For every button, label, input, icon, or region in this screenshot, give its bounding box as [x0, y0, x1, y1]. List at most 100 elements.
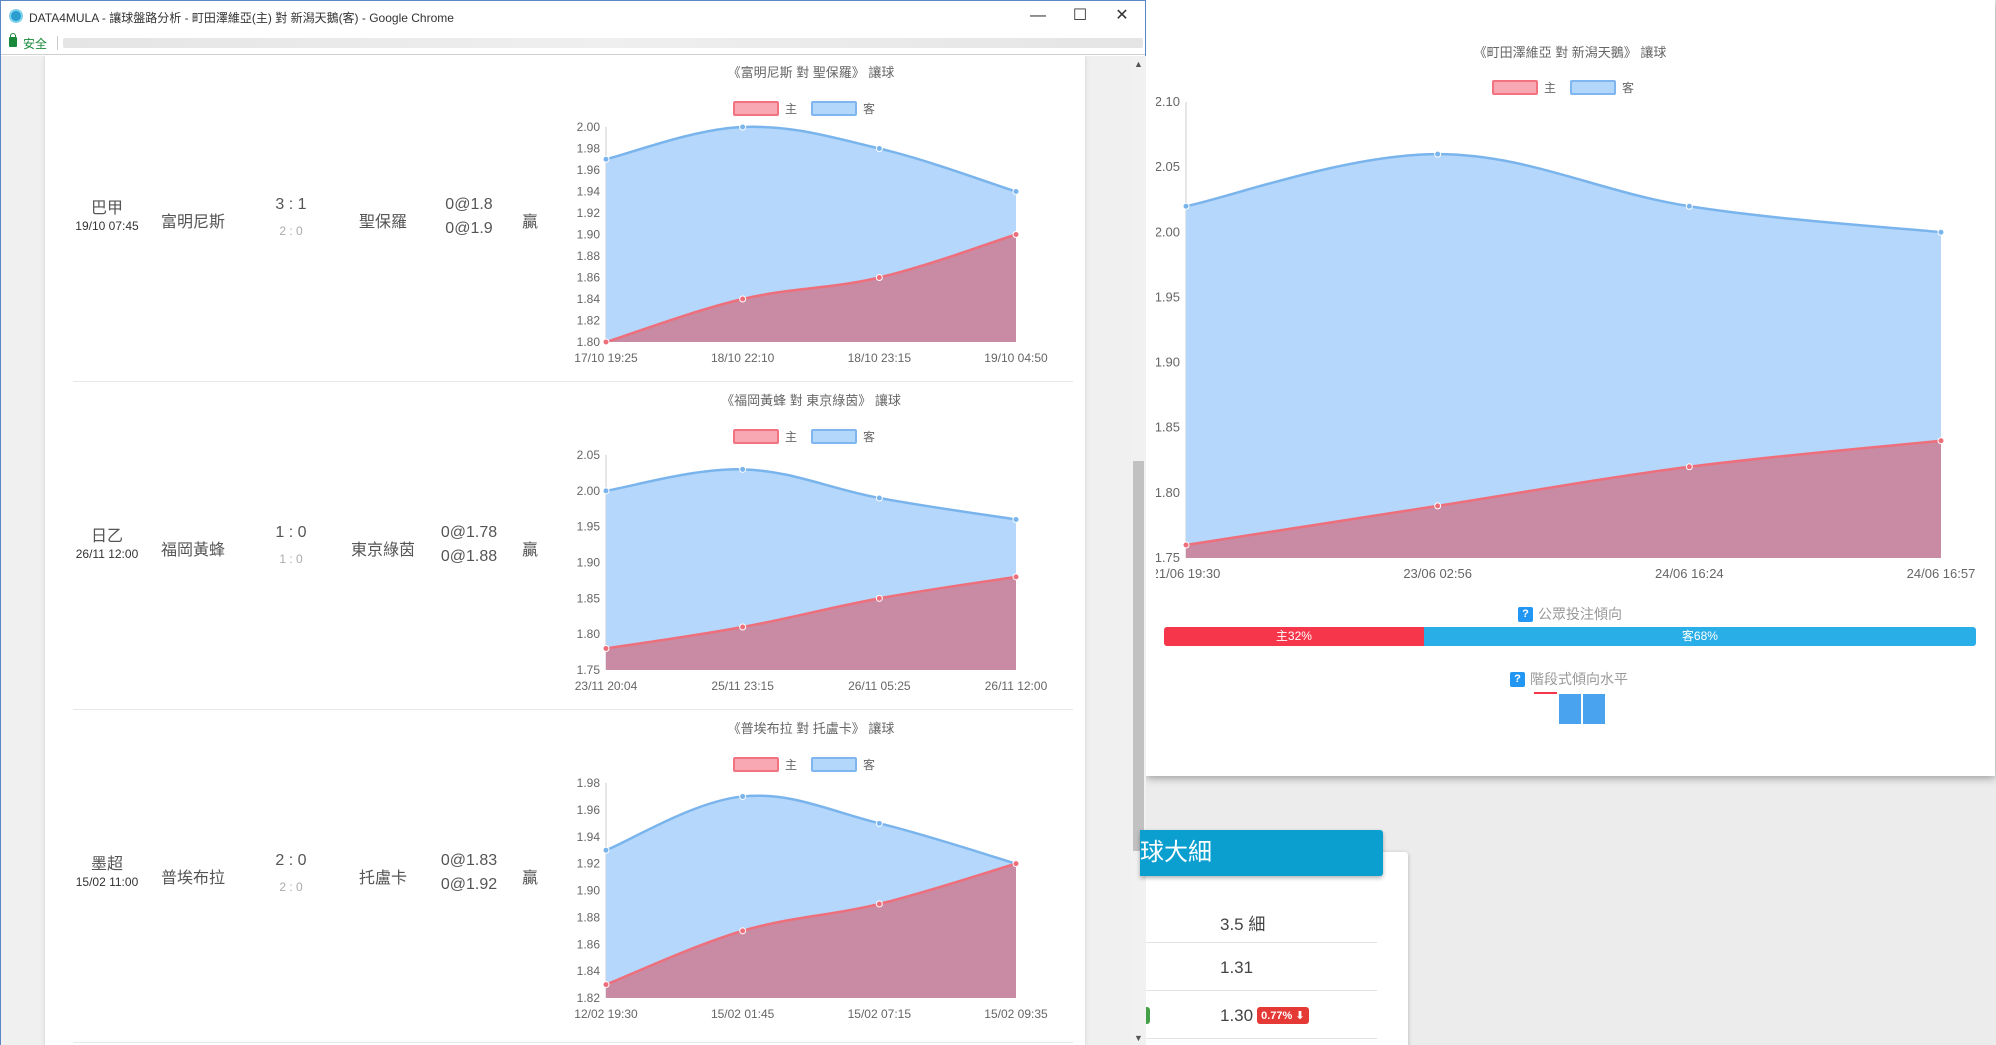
legend-away-swatch[interactable]: [811, 429, 858, 444]
stage-away-bar-2: [1583, 694, 1605, 724]
scroll-down-arrow-icon[interactable]: ▼: [1134, 1033, 1143, 1043]
away-data-point: [739, 123, 747, 131]
app-logo-icon: [9, 9, 23, 23]
away-data-point: [1937, 228, 1945, 236]
public-home-bar: 主32%: [1164, 627, 1424, 646]
home-data-point: [1012, 573, 1020, 581]
legend-home-label: 主: [785, 430, 798, 444]
half-time-score: 2 : 0: [279, 224, 303, 238]
y-tick-label: 2.00: [1156, 224, 1180, 239]
home-team: 普埃布拉: [160, 870, 225, 887]
x-tick-label: 21/06 19:30: [1156, 566, 1220, 581]
public-away-bar: 客68%: [1423, 627, 1976, 646]
minimize-button[interactable]: —: [1030, 7, 1046, 24]
x-tick-label: 26/11 12:00: [985, 679, 1048, 693]
away-data-point: [875, 145, 883, 152]
close-button[interactable]: ✕: [1115, 7, 1129, 24]
y-tick-label: 1.92: [577, 857, 601, 871]
legend-home-label: 主: [785, 102, 798, 116]
away-series-line: [605, 794, 1017, 865]
away-team: 聖保羅: [358, 214, 407, 231]
home-team: 富明尼斯: [160, 214, 225, 231]
public-betting-label: ? 公眾投注傾向: [1518, 604, 1622, 624]
stage-trend-label: ? 階段式傾向水平: [1510, 669, 1628, 689]
help-icon[interactable]: ?: [1510, 671, 1525, 687]
scroll-up-arrow-icon[interactable]: ▲: [1134, 59, 1143, 69]
x-tick-label: 23/11 20:04: [575, 679, 638, 693]
address-bar[interactable]: 安全: [1, 31, 1145, 55]
popup-chart-legend: 主 客: [1492, 79, 1634, 96]
url-text-obscured[interactable]: [63, 38, 1143, 48]
y-tick-label: 1.85: [577, 591, 601, 605]
half-time-score: 2 : 0: [279, 880, 303, 894]
stage-away-bar-1: [1559, 694, 1581, 724]
row-divider: [73, 381, 1073, 382]
y-tick-label: 1.94: [577, 185, 601, 199]
away-data-point: [875, 819, 883, 827]
home-odds: 0@1.78: [440, 524, 498, 541]
match-time: 19/10 07:45: [75, 219, 139, 233]
home-data-point: [875, 274, 883, 281]
y-tick-label: 1.80: [577, 627, 601, 641]
home-series-line: [605, 233, 1017, 344]
background-row-value: 1.31: [1220, 958, 1254, 977]
change-badge-value: 0.77%: [1261, 1010, 1293, 1022]
full-time-score: 3 : 1: [275, 196, 307, 213]
chart-title: 《福岡黃蜂 對 東京綠茵》 讓球: [721, 393, 901, 408]
page-content: 巴甲 19/10 07:45 富明尼斯 3 : 1 2 : 0 聖保羅 0@1.8 0@1.9…: [1, 56, 1131, 1045]
y-tick-label: 1.90: [1156, 355, 1180, 370]
x-tick-label: 18/10 22:10: [711, 351, 775, 365]
away-odds: 0@1.88: [440, 548, 498, 565]
vertical-scrollbar[interactable]: ▲ ▼: [1131, 56, 1146, 1045]
odds-chart: 2.00 1.98 1.96 1.94 1.92 1.90 1.88 1.86 1.84 1.82…: [574, 120, 1048, 365]
legend-away-swatch[interactable]: [811, 757, 858, 772]
row-divider: [73, 709, 1073, 710]
legend-away-label: 客: [863, 758, 876, 772]
background-row-line: 3.5 細: [1145, 895, 1377, 943]
background-row-odds-2: 1.30 0.77% ⬇: [1145, 991, 1377, 1039]
x-tick-label: 24/06 16:57: [1907, 566, 1976, 581]
legend-home-swatch[interactable]: [733, 429, 779, 444]
legend-home-swatch[interactable]: [733, 101, 779, 116]
background-row-value: 1.30 0.77% ⬇: [1220, 1006, 1309, 1026]
y-tick-label: 1.88: [577, 910, 601, 924]
x-tick-label: 15/02 01:45: [711, 1007, 775, 1021]
league-name: 巴甲: [90, 200, 123, 217]
chart-title: 《普埃布拉 對 托盧卡》 讓球: [727, 721, 895, 736]
home-odds: 0@1.8: [445, 196, 493, 213]
home-series-area: [606, 576, 1016, 670]
away-data-point: [1012, 516, 1020, 523]
legend-away-label: 客: [1622, 81, 1635, 95]
help-icon[interactable]: ?: [1518, 606, 1533, 622]
legend-away-swatch[interactable]: [1570, 80, 1617, 95]
legend-home-swatch[interactable]: [1492, 80, 1538, 95]
away-odds: 0@1.9: [445, 220, 493, 237]
window-title: DATA4MULA - 讓球盤路分析 - 町田澤維亞(主) 對 新潟天鵝(客) …: [29, 11, 454, 25]
scrollbar-thumb[interactable]: [1133, 461, 1144, 851]
home-series-line: [1185, 439, 1942, 547]
y-tick-label: 2.05: [577, 448, 601, 462]
league-name: 墨超: [90, 856, 123, 873]
y-tick-label: 1.84: [577, 964, 601, 978]
home-odds: 0@1.83: [440, 852, 498, 869]
away-data-point: [602, 155, 610, 163]
legend-away-swatch[interactable]: [811, 101, 858, 116]
home-series-line: [605, 862, 1017, 986]
away-data-point: [602, 487, 610, 495]
y-tick-label: 1.98: [577, 776, 601, 790]
chart-legend: 主客: [733, 428, 875, 445]
home-data-point: [739, 295, 747, 303]
y-tick-label: 1.90: [577, 228, 601, 242]
home-data-point: [875, 900, 883, 908]
y-tick-label: 1.85: [1156, 420, 1180, 435]
home-data-point: [1434, 502, 1442, 510]
y-tick-label: 2.10: [1156, 94, 1180, 109]
away-data-point: [1182, 202, 1190, 210]
legend-home-swatch[interactable]: [733, 757, 779, 772]
maximize-button[interactable]: ☐: [1072, 7, 1088, 24]
x-tick-label: 12/02 19:30: [574, 1007, 638, 1021]
league-name: 日乙: [90, 528, 123, 545]
bet-result: 贏: [521, 870, 538, 887]
y-tick-label: 1.96: [577, 163, 601, 177]
